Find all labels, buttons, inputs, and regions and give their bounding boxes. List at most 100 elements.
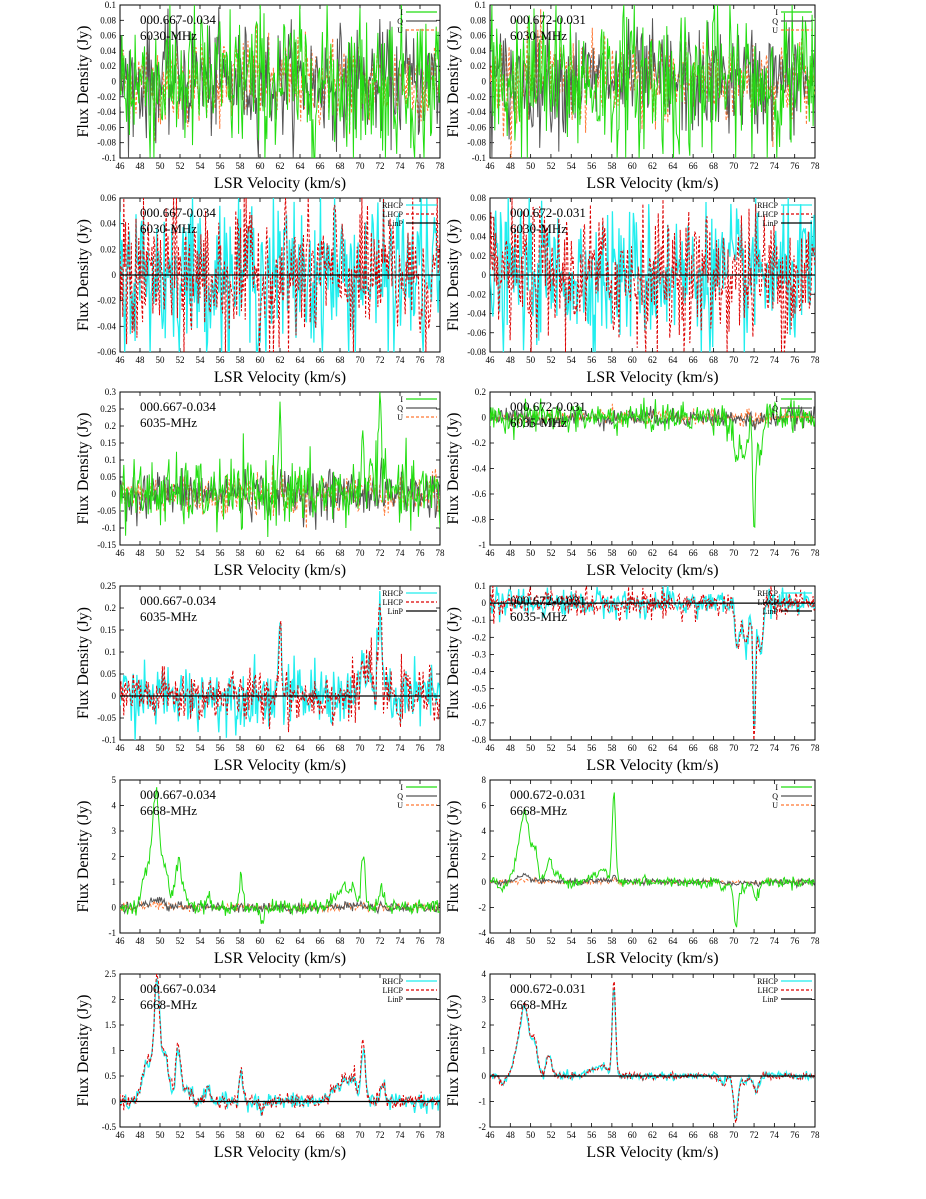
- x-tick-label: 68: [336, 936, 346, 946]
- x-tick-label: 70: [729, 548, 739, 558]
- legend-label: U: [397, 26, 403, 35]
- y-axis-label: Flux Density (Jy): [445, 995, 462, 1107]
- y-tick-label: -0.8: [472, 515, 487, 525]
- series-line-I: [120, 787, 440, 925]
- y-tick-label: -0.4: [472, 464, 487, 474]
- x-tick-label: 62: [276, 355, 285, 365]
- y-axis-label: Flux Density (Jy): [445, 26, 462, 138]
- x-tick-label: 64: [296, 936, 306, 946]
- legend-label: Q: [397, 404, 403, 413]
- x-tick-label: 62: [648, 161, 657, 171]
- y-tick-label: 0: [112, 270, 117, 280]
- y-tick-label: 0.04: [470, 46, 486, 56]
- x-tick-label: 46: [116, 936, 126, 946]
- x-tick-label: 74: [396, 161, 406, 171]
- y-tick-label: 0: [482, 877, 487, 887]
- series-line-U: [120, 898, 440, 914]
- y-tick-label: -0.2: [472, 438, 486, 448]
- x-tick-label: 50: [156, 161, 166, 171]
- x-tick-label: 70: [729, 1130, 739, 1140]
- x-tick-label: 48: [136, 548, 146, 558]
- y-tick-label: -0.08: [97, 138, 116, 148]
- y-tick-label: -2: [479, 1122, 487, 1132]
- x-tick-label: 74: [770, 936, 780, 946]
- y-tick-label: 3: [112, 826, 117, 836]
- y-tick-label: -0.1: [102, 153, 116, 163]
- x-tick-label: 58: [607, 355, 617, 365]
- x-tick-label: 48: [506, 743, 516, 753]
- y-tick-label: 8: [482, 775, 487, 785]
- series-line-Q: [490, 405, 815, 432]
- y-tick-label: -0.1: [472, 615, 486, 625]
- y-tick-label: 0.15: [100, 625, 116, 635]
- x-tick-label: 52: [546, 355, 555, 365]
- legend-label: Q: [772, 404, 778, 413]
- frequency-label: 6030-MHz: [510, 221, 567, 236]
- y-tick-label: 0: [482, 270, 487, 280]
- x-tick-label: 72: [750, 743, 759, 753]
- series-line-RHCP: [120, 590, 440, 740]
- y-tick-label: 2: [482, 1020, 487, 1030]
- x-tick-label: 58: [236, 161, 246, 171]
- x-tick-label: 72: [376, 936, 385, 946]
- x-tick-label: 46: [486, 936, 496, 946]
- frequency-label: 6668-MHz: [510, 803, 567, 818]
- x-tick-label: 48: [506, 936, 516, 946]
- x-tick-label: 74: [396, 355, 406, 365]
- x-tick-label: 64: [668, 161, 678, 171]
- legend-label: I: [400, 8, 403, 17]
- x-tick-label: 64: [668, 548, 678, 558]
- x-tick-label: 68: [709, 161, 719, 171]
- y-tick-label: -0.1: [472, 153, 486, 163]
- x-tick-label: 54: [567, 161, 577, 171]
- x-tick-label: 46: [486, 355, 496, 365]
- panel-10: 46 48 50 52 54 56 58 60 62 64 66 68 70 72 74 76 78-4-202…: [445, 775, 820, 967]
- x-tick-label: 62: [276, 743, 285, 753]
- x-tick-label: 50: [526, 743, 536, 753]
- y-tick-label: -0.15: [97, 540, 116, 550]
- x-tick-label: 78: [436, 355, 446, 365]
- y-tick-label: 0: [112, 1097, 117, 1107]
- x-tick-label: 56: [587, 743, 597, 753]
- source-name: 000.672-0.031: [510, 399, 586, 414]
- x-tick-label: 46: [116, 548, 126, 558]
- x-tick-label: 46: [116, 161, 126, 171]
- panel-6: 46 48 50 52 54 56 58 60 62 64 66 68 70 72 74 76 78 -1 -0.8…: [445, 387, 820, 579]
- y-tick-label: 4: [482, 969, 487, 979]
- legend-label: U: [397, 413, 403, 422]
- x-tick-label: 56: [587, 548, 597, 558]
- y-tick-label: -0.02: [97, 92, 116, 102]
- panel-11: 46 48 50 52 54 56 58 60 62 64 66 68 70 72 74 76 78-0.500…: [75, 969, 445, 1161]
- x-tick-label: 64: [296, 355, 306, 365]
- x-tick-label: 58: [607, 548, 617, 558]
- legend-label: I: [775, 783, 778, 792]
- x-tick-label: 60: [628, 355, 638, 365]
- y-axis-label: Flux Density (Jy): [75, 607, 92, 719]
- x-tick-label: 48: [136, 743, 146, 753]
- x-tick-label: 62: [276, 548, 285, 558]
- x-tick-label: 66: [316, 161, 326, 171]
- y-tick-label: 0.04: [100, 46, 116, 56]
- y-tick-label: 0: [112, 489, 117, 499]
- x-tick-label: 56: [216, 161, 226, 171]
- legend-label: LinP: [762, 607, 778, 616]
- x-tick-label: 62: [648, 936, 657, 946]
- legend-label: U: [772, 413, 778, 422]
- x-tick-label: 54: [567, 548, 577, 558]
- y-axis-label: Flux Density (Jy): [75, 219, 92, 331]
- x-tick-label: 48: [506, 1130, 516, 1140]
- y-tick-label: 0.02: [470, 251, 486, 261]
- x-tick-label: 70: [356, 743, 366, 753]
- x-tick-label: 64: [296, 548, 306, 558]
- x-tick-label: 78: [811, 1130, 821, 1140]
- y-tick-label: 3: [482, 995, 487, 1005]
- series-line-LHCP: [120, 198, 440, 352]
- x-tick-label: 60: [628, 161, 638, 171]
- x-axis-label: LSR Velocity (km/s): [214, 757, 346, 774]
- frequency-label: 6030-MHz: [140, 28, 197, 43]
- x-tick-label: 60: [628, 743, 638, 753]
- x-tick-label: 64: [296, 1130, 306, 1140]
- x-tick-label: 56: [216, 743, 226, 753]
- x-tick-label: 48: [136, 936, 146, 946]
- x-tick-label: 46: [116, 1130, 126, 1140]
